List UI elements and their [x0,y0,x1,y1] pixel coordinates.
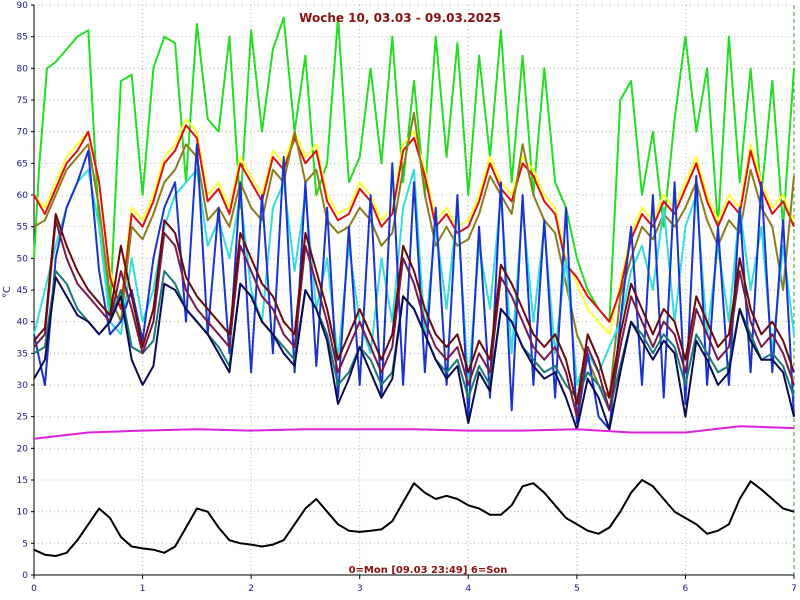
grid-lines [34,4,795,575]
series-line-2 [33,118,795,336]
x-tick-label: 3 [357,584,363,594]
x-tick-label: 1 [140,584,146,594]
x-tick-label: 6 [683,584,689,594]
series-line-8 [33,219,795,418]
y-tick-label: 5 [22,539,28,549]
y-tick-label: 50 [17,254,29,264]
y-tick-label: 90 [17,1,29,11]
y-tick-label: 70 [17,128,29,138]
y-tick-label: 0 [22,571,28,581]
series-line-10 [33,276,795,431]
y-tick-label: 85 [17,33,28,43]
axes [31,4,795,579]
y-tick-label: 25 [17,413,28,423]
chart-footer: 0=Mon [09.03 23:49] 6=Son [349,565,508,576]
y-tick-label: 10 [17,508,29,518]
x-tick-label: 0 [31,584,37,594]
series-line-4 [33,111,795,399]
x-tick-label: 2 [248,584,254,594]
y-tick-label: 75 [17,96,28,106]
y-tick-label: 40 [17,318,29,328]
y-tick-label: 35 [17,349,28,359]
y-tick-label: 65 [17,159,28,169]
y-tick-label: 55 [17,223,28,233]
series-line-1 [33,16,795,323]
series-line-11 [33,425,795,440]
series-line-3 [33,124,795,323]
y-tick-label: 60 [17,191,29,201]
y-axis-label: °C [2,286,13,298]
series-layer [33,16,795,557]
y-tick-label: 20 [17,444,29,454]
series-line-12 [33,479,795,557]
x-tick-label: 4 [465,584,471,594]
x-tick-label: 7 [791,584,797,594]
y-tick-label: 45 [17,286,28,296]
series-line-9 [33,213,795,405]
y-tick-label: 80 [17,64,29,74]
chart-title: Woche 10, 03.03 - 09.03.2025 [299,11,501,25]
y-tick-label: 30 [17,381,29,391]
y-tick-label: 15 [17,476,28,486]
x-tick-label: 5 [574,584,580,594]
